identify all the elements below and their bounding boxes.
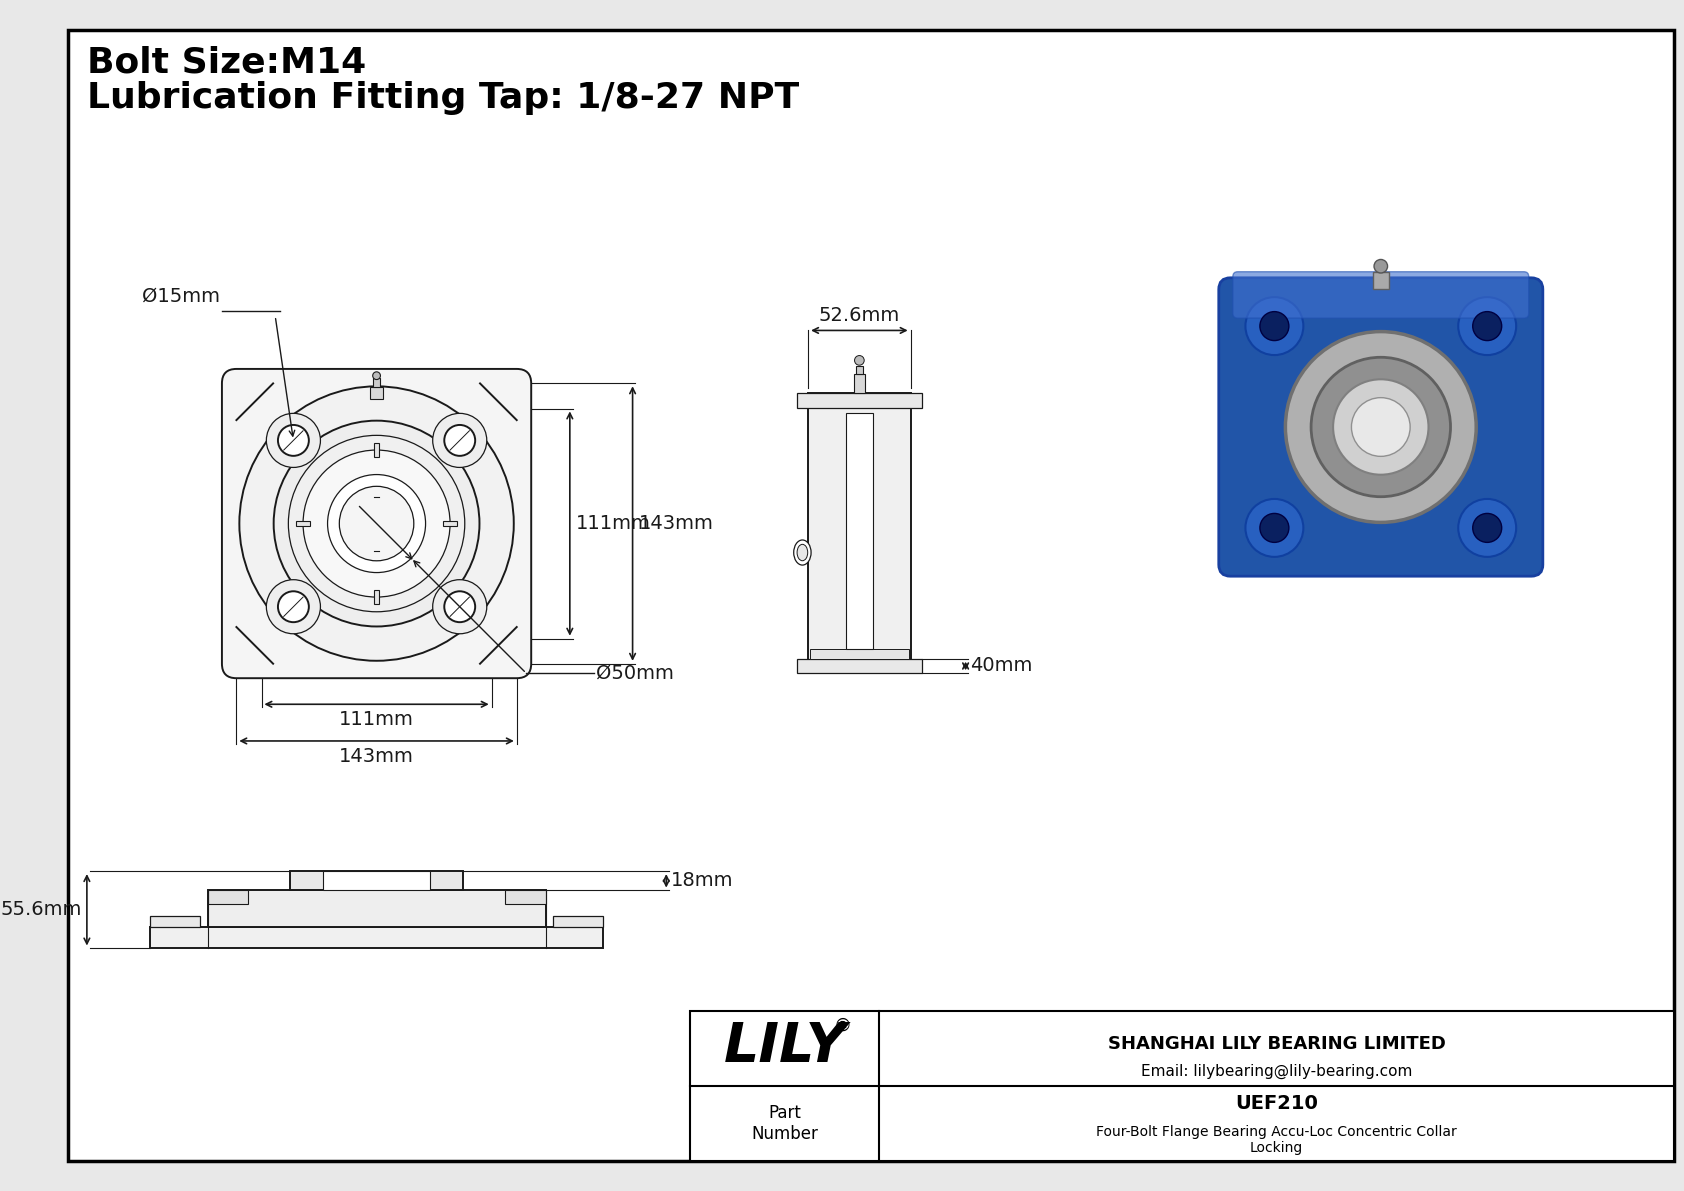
Bar xyxy=(797,393,923,407)
Circle shape xyxy=(1246,297,1303,355)
Text: Ø15mm: Ø15mm xyxy=(141,286,221,305)
Bar xyxy=(323,871,429,891)
Bar xyxy=(372,378,381,387)
Ellipse shape xyxy=(793,540,812,565)
Text: 111mm: 111mm xyxy=(576,515,650,534)
Circle shape xyxy=(445,425,475,456)
FancyBboxPatch shape xyxy=(1219,278,1543,576)
Circle shape xyxy=(274,420,480,626)
Bar xyxy=(150,916,200,927)
Bar xyxy=(554,916,603,927)
Circle shape xyxy=(1260,312,1288,341)
Circle shape xyxy=(433,580,487,634)
Text: Ø50mm: Ø50mm xyxy=(596,663,674,682)
Circle shape xyxy=(1312,357,1450,497)
Text: 143mm: 143mm xyxy=(338,747,414,766)
Circle shape xyxy=(303,450,450,597)
Circle shape xyxy=(1474,312,1502,341)
Bar xyxy=(808,393,911,673)
Circle shape xyxy=(1458,499,1516,557)
Bar xyxy=(690,1011,1674,1161)
Text: 111mm: 111mm xyxy=(338,710,414,729)
Bar xyxy=(505,891,546,904)
Text: LILY: LILY xyxy=(724,1021,847,1074)
Text: UEF210: UEF210 xyxy=(1234,1095,1319,1114)
Bar xyxy=(290,871,463,891)
Text: Email: lilybearing@lily-bearing.com: Email: lilybearing@lily-bearing.com xyxy=(1140,1064,1413,1079)
Circle shape xyxy=(1334,379,1428,475)
Circle shape xyxy=(1474,513,1502,542)
Circle shape xyxy=(372,372,381,380)
Circle shape xyxy=(1285,331,1477,523)
Text: 40mm: 40mm xyxy=(970,656,1032,675)
Text: 143mm: 143mm xyxy=(638,515,714,534)
Bar xyxy=(150,927,603,948)
Bar xyxy=(854,374,866,393)
Ellipse shape xyxy=(797,544,808,561)
Circle shape xyxy=(1352,398,1410,456)
FancyBboxPatch shape xyxy=(1233,272,1529,318)
Circle shape xyxy=(288,436,465,612)
Bar xyxy=(845,412,872,649)
Circle shape xyxy=(338,486,414,561)
Circle shape xyxy=(1458,297,1516,355)
Text: ®: ® xyxy=(834,1017,852,1035)
Circle shape xyxy=(1260,513,1288,542)
Text: Lubrication Fitting Tap: 1/8-27 NPT: Lubrication Fitting Tap: 1/8-27 NPT xyxy=(88,81,800,116)
Bar xyxy=(207,891,546,927)
Text: 52.6mm: 52.6mm xyxy=(818,306,899,325)
FancyBboxPatch shape xyxy=(222,369,530,678)
Circle shape xyxy=(266,413,320,467)
Text: 18mm: 18mm xyxy=(672,872,734,891)
Bar xyxy=(443,520,458,526)
Circle shape xyxy=(854,356,864,366)
Circle shape xyxy=(239,386,514,661)
Circle shape xyxy=(433,413,487,467)
Bar xyxy=(810,649,909,659)
Circle shape xyxy=(266,580,320,634)
Bar xyxy=(296,520,310,526)
Bar xyxy=(797,659,923,673)
Circle shape xyxy=(445,591,475,622)
Bar xyxy=(855,366,864,374)
Bar xyxy=(370,387,384,399)
Bar xyxy=(374,443,379,457)
Text: Part
Number: Part Number xyxy=(751,1104,818,1143)
Bar xyxy=(374,590,379,604)
Circle shape xyxy=(1374,260,1388,273)
Bar xyxy=(207,891,248,904)
Text: SHANGHAI LILY BEARING LIMITED: SHANGHAI LILY BEARING LIMITED xyxy=(1108,1035,1445,1053)
Circle shape xyxy=(278,591,308,622)
Circle shape xyxy=(278,425,308,456)
Circle shape xyxy=(328,474,426,573)
Circle shape xyxy=(1246,499,1303,557)
Text: 55.6mm: 55.6mm xyxy=(0,900,83,919)
Bar xyxy=(1372,272,1389,289)
Text: Four-Bolt Flange Bearing Accu-Loc Concentric Collar
Locking: Four-Bolt Flange Bearing Accu-Loc Concen… xyxy=(1096,1124,1457,1155)
Text: Bolt Size:M14: Bolt Size:M14 xyxy=(88,45,365,80)
